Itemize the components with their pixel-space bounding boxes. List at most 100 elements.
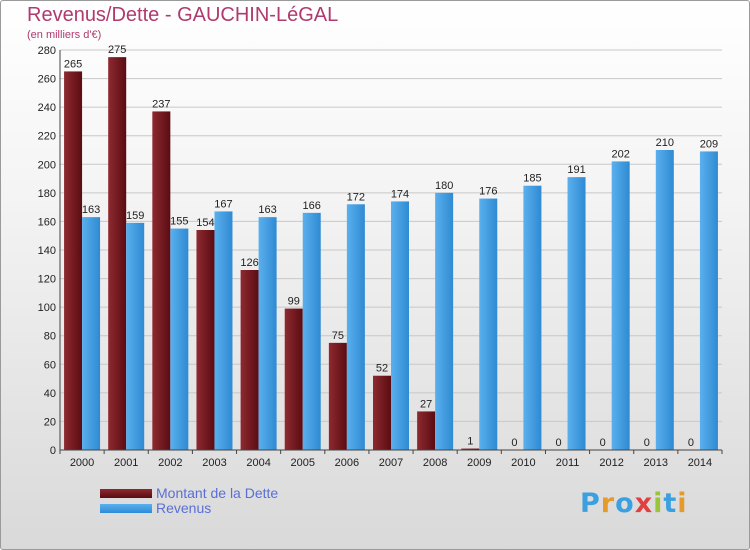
y-tick-label: 20 <box>44 416 56 428</box>
logo-letter: P <box>580 488 601 519</box>
data-label-revenus: 163 <box>82 204 100 216</box>
bar-revenus <box>82 217 101 450</box>
bar-revenus <box>126 222 145 450</box>
x-tick-label: 2001 <box>114 457 138 469</box>
data-label-dette: 0 <box>600 437 606 449</box>
data-label-revenus: 191 <box>567 164 585 176</box>
y-tick-label: 140 <box>38 245 56 257</box>
x-tick-label: 2008 <box>423 457 447 469</box>
data-label-dette: 0 <box>511 437 517 449</box>
x-tick-label: 2004 <box>246 457 270 469</box>
x-tick-label: 2011 <box>556 457 580 469</box>
legend-swatch-revenus <box>100 504 152 513</box>
data-label-dette: 275 <box>108 44 126 56</box>
bar-dette <box>373 375 391 450</box>
bar-dette <box>417 411 436 450</box>
data-label-revenus: 176 <box>479 186 497 198</box>
bar-revenus <box>655 150 674 450</box>
bar-revenus <box>479 198 498 450</box>
x-tick-label: 2003 <box>202 457 226 469</box>
data-label-dette: 52 <box>376 363 388 375</box>
data-label-dette: 27 <box>420 398 432 410</box>
data-label-revenus: 163 <box>258 204 276 216</box>
x-tick-label: 2000 <box>70 457 94 469</box>
x-tick-label: 2009 <box>467 457 491 469</box>
y-tick-label: 0 <box>50 445 56 457</box>
proxiti-logo: Proxiti <box>580 488 688 519</box>
data-label-revenus: 210 <box>656 137 674 149</box>
y-tick-label: 180 <box>38 188 56 200</box>
x-tick-label: 2010 <box>511 457 535 469</box>
data-label-dette: 126 <box>240 257 258 269</box>
bar-revenus <box>435 192 454 450</box>
data-label-dette: 75 <box>332 330 344 342</box>
x-tick-label: 2013 <box>644 457 668 469</box>
bar-dette <box>284 308 303 450</box>
axes: 0204060801001201401601802002202402602802… <box>38 45 723 469</box>
logo-letter: i <box>653 488 664 519</box>
data-label-revenus: 155 <box>170 216 188 228</box>
data-label-revenus: 166 <box>303 200 321 212</box>
data-label-revenus: 159 <box>126 210 144 222</box>
bar-revenus <box>258 217 277 450</box>
bar-revenus <box>214 211 233 450</box>
legend-swatch-dette <box>100 489 152 498</box>
bar-revenus <box>611 161 630 450</box>
bar-dette <box>240 270 259 450</box>
data-label-dette: 265 <box>64 58 82 70</box>
bar-revenus <box>346 204 365 450</box>
bar-revenus <box>699 151 718 450</box>
data-label-revenus: 174 <box>391 188 409 200</box>
chart-title: Revenus/Dette - GAUCHIN-LéGAL <box>27 4 339 26</box>
y-tick-label: 80 <box>44 331 56 343</box>
legend-label-revenus: Revenus <box>156 500 212 516</box>
logo-letter: o <box>615 488 635 519</box>
data-label-revenus: 202 <box>611 148 629 160</box>
data-label-dette: 0 <box>688 437 694 449</box>
y-tick-label: 280 <box>38 45 56 57</box>
bar-dette <box>461 448 480 450</box>
logo-letter: i <box>677 488 688 519</box>
x-tick-label: 2005 <box>290 457 314 469</box>
data-label-dette: 154 <box>196 217 214 229</box>
data-label-dette: 99 <box>288 296 300 308</box>
y-tick-label: 220 <box>38 131 56 143</box>
bar-dette <box>108 57 127 451</box>
data-label-revenus: 209 <box>700 138 718 150</box>
x-tick-label: 2007 <box>379 457 403 469</box>
y-tick-label: 100 <box>38 302 56 314</box>
bar-revenus <box>391 201 409 450</box>
data-label-dette: 237 <box>152 98 170 110</box>
x-tick-label: 2006 <box>335 457 359 469</box>
y-tick-label: 40 <box>44 388 56 400</box>
x-tick-label: 2012 <box>599 457 623 469</box>
data-label-revenus: 167 <box>214 198 232 210</box>
bar-revenus <box>170 228 189 450</box>
bar-revenus <box>302 212 321 450</box>
y-tick-label: 240 <box>38 102 56 114</box>
y-tick-label: 120 <box>38 274 56 286</box>
data-label-dette: 0 <box>644 437 650 449</box>
legend-label-dette: Montant de la Dette <box>156 485 279 501</box>
bar-dette <box>196 230 215 450</box>
y-tick-label: 200 <box>38 159 56 171</box>
data-label-revenus: 180 <box>435 180 453 192</box>
bar-dette <box>328 342 347 450</box>
bar-dette <box>64 71 83 450</box>
y-tick-label: 260 <box>38 74 56 86</box>
y-tick-label: 160 <box>38 216 56 228</box>
chart-subtitle: (en milliers d'€) <box>27 29 102 41</box>
logo-letter: t <box>663 488 678 519</box>
bar-revenus <box>523 185 542 450</box>
bar-dette <box>152 111 171 450</box>
logo-letter: x <box>634 488 654 519</box>
data-label-revenus: 172 <box>347 191 365 203</box>
y-tick-label: 60 <box>44 359 56 371</box>
x-tick-label: 2014 <box>688 457 712 469</box>
data-label-revenus: 185 <box>523 173 541 185</box>
data-label-dette: 0 <box>555 437 561 449</box>
bar-revenus <box>567 177 586 450</box>
x-tick-label: 2002 <box>158 457 182 469</box>
data-label-dette: 1 <box>467 436 473 448</box>
